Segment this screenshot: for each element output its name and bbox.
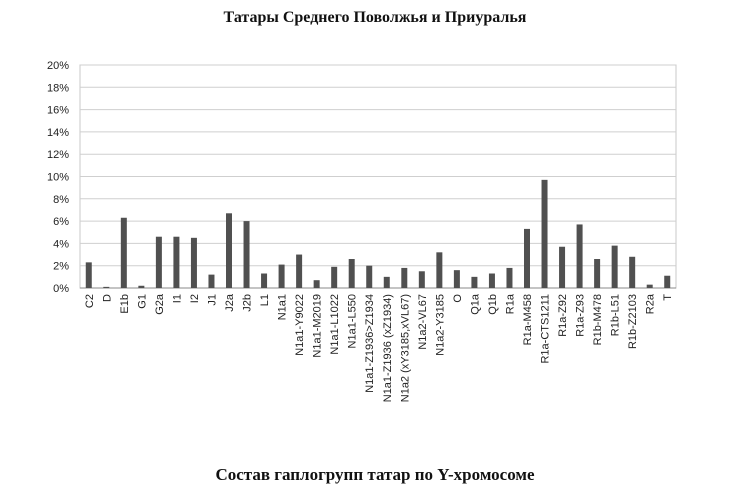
x-tick-label: R1a-Z92 — [557, 294, 569, 337]
x-tick-label: R1b-M478 — [592, 294, 604, 345]
x-tick-label: L1 — [259, 294, 271, 306]
bar — [190, 237, 197, 288]
bar — [155, 236, 162, 288]
x-tick-label: R1a-CTS1211 — [540, 294, 552, 364]
y-tick-label: 8% — [53, 194, 69, 206]
bar — [559, 246, 566, 288]
bar — [611, 245, 618, 288]
bar — [576, 224, 583, 288]
bar — [418, 271, 425, 288]
x-tick-label: I1 — [171, 294, 183, 303]
bar — [401, 267, 408, 288]
x-axis-caption: Состав гаплогрупп татар по Y-хромосоме — [215, 465, 535, 484]
bar — [488, 273, 495, 288]
bar — [331, 266, 338, 288]
bar — [436, 252, 443, 288]
x-tick-label: N1a1 — [277, 294, 289, 320]
x-tick-label: J2a — [224, 293, 236, 312]
bar — [646, 284, 653, 288]
y-tick-label: 2% — [53, 261, 69, 273]
bar — [296, 254, 303, 288]
x-tick-label: R1a-Z93 — [575, 294, 587, 337]
x-tick-label: R1b-L51 — [610, 294, 622, 336]
x-tick-label: R2a — [645, 293, 657, 314]
bar — [506, 267, 513, 288]
y-tick-label: 16% — [47, 105, 69, 117]
bar — [348, 259, 355, 288]
y-tick-label: 14% — [47, 127, 69, 139]
x-tick-label: N1a1-M2019 — [312, 294, 324, 358]
x-tick-label: G2a — [154, 293, 166, 315]
x-tick-label: J1 — [206, 294, 218, 306]
x-tick-label: O — [452, 294, 464, 303]
bar — [664, 275, 671, 288]
bar — [138, 285, 145, 288]
y-tick-label: 0% — [53, 283, 69, 295]
x-tick-label: N1a1-Z1936 (xZ1934) — [382, 294, 394, 402]
bar — [208, 274, 215, 288]
y-tick-label: 12% — [47, 149, 69, 161]
x-tick-label: C2 — [84, 294, 96, 308]
bar — [120, 217, 127, 288]
bar — [471, 276, 478, 288]
bar — [629, 256, 636, 288]
bar — [313, 280, 320, 288]
y-tick-label: 10% — [47, 172, 69, 184]
y-tick-label: 20% — [47, 60, 69, 72]
bar-chart: 0% 2% 4% 6% 8% 10% 12% 14% 16% 18% 20% C2 D E1b G1 G2a I… — [47, 60, 677, 402]
y-tick-label: 6% — [53, 216, 69, 228]
x-tick-label: D — [101, 294, 113, 302]
bar — [541, 179, 548, 288]
x-tick-label: N1a1-Y9022 — [294, 294, 306, 356]
bar — [594, 259, 601, 288]
x-tick-label: N1a1-Z1936>Z1934 — [364, 294, 376, 393]
x-tick-label: N1a2-Y3185 — [434, 294, 446, 356]
bar — [103, 286, 110, 288]
x-tick-label: N1a2 (xY3185,xVL67) — [399, 294, 411, 402]
bar — [261, 273, 268, 288]
x-tick-label: R1a-M458 — [522, 294, 534, 345]
x-tick-label: I2 — [189, 294, 201, 303]
x-tick-label: R1b-Z2103 — [627, 294, 639, 349]
bar — [366, 265, 373, 288]
x-tick-label: N1a1-L550 — [347, 294, 359, 348]
x-tick-label: Q1b — [487, 294, 499, 315]
bar — [383, 276, 390, 288]
bar — [173, 236, 180, 288]
x-tick-label: N1a1-L1022 — [329, 294, 341, 355]
chart-title: Татары Среднего Поволжья и Приуралья — [223, 9, 527, 26]
y-tick-label: 4% — [53, 238, 69, 250]
x-tick-label: E1b — [119, 294, 131, 314]
x-tick-label: G1 — [136, 294, 148, 309]
x-tick-label: J2b — [242, 294, 254, 312]
x-tick-label: N1a2-VL67 — [417, 294, 429, 350]
bar — [524, 228, 530, 288]
x-tick-label: R1a — [504, 293, 516, 314]
bar — [243, 221, 250, 288]
x-tick-label: Q1a — [469, 293, 481, 315]
bar — [226, 213, 232, 288]
y-tick-label: 18% — [47, 82, 69, 94]
bar — [453, 270, 460, 288]
bar — [85, 262, 92, 288]
bar — [278, 264, 285, 288]
x-tick-label: T — [662, 294, 674, 301]
